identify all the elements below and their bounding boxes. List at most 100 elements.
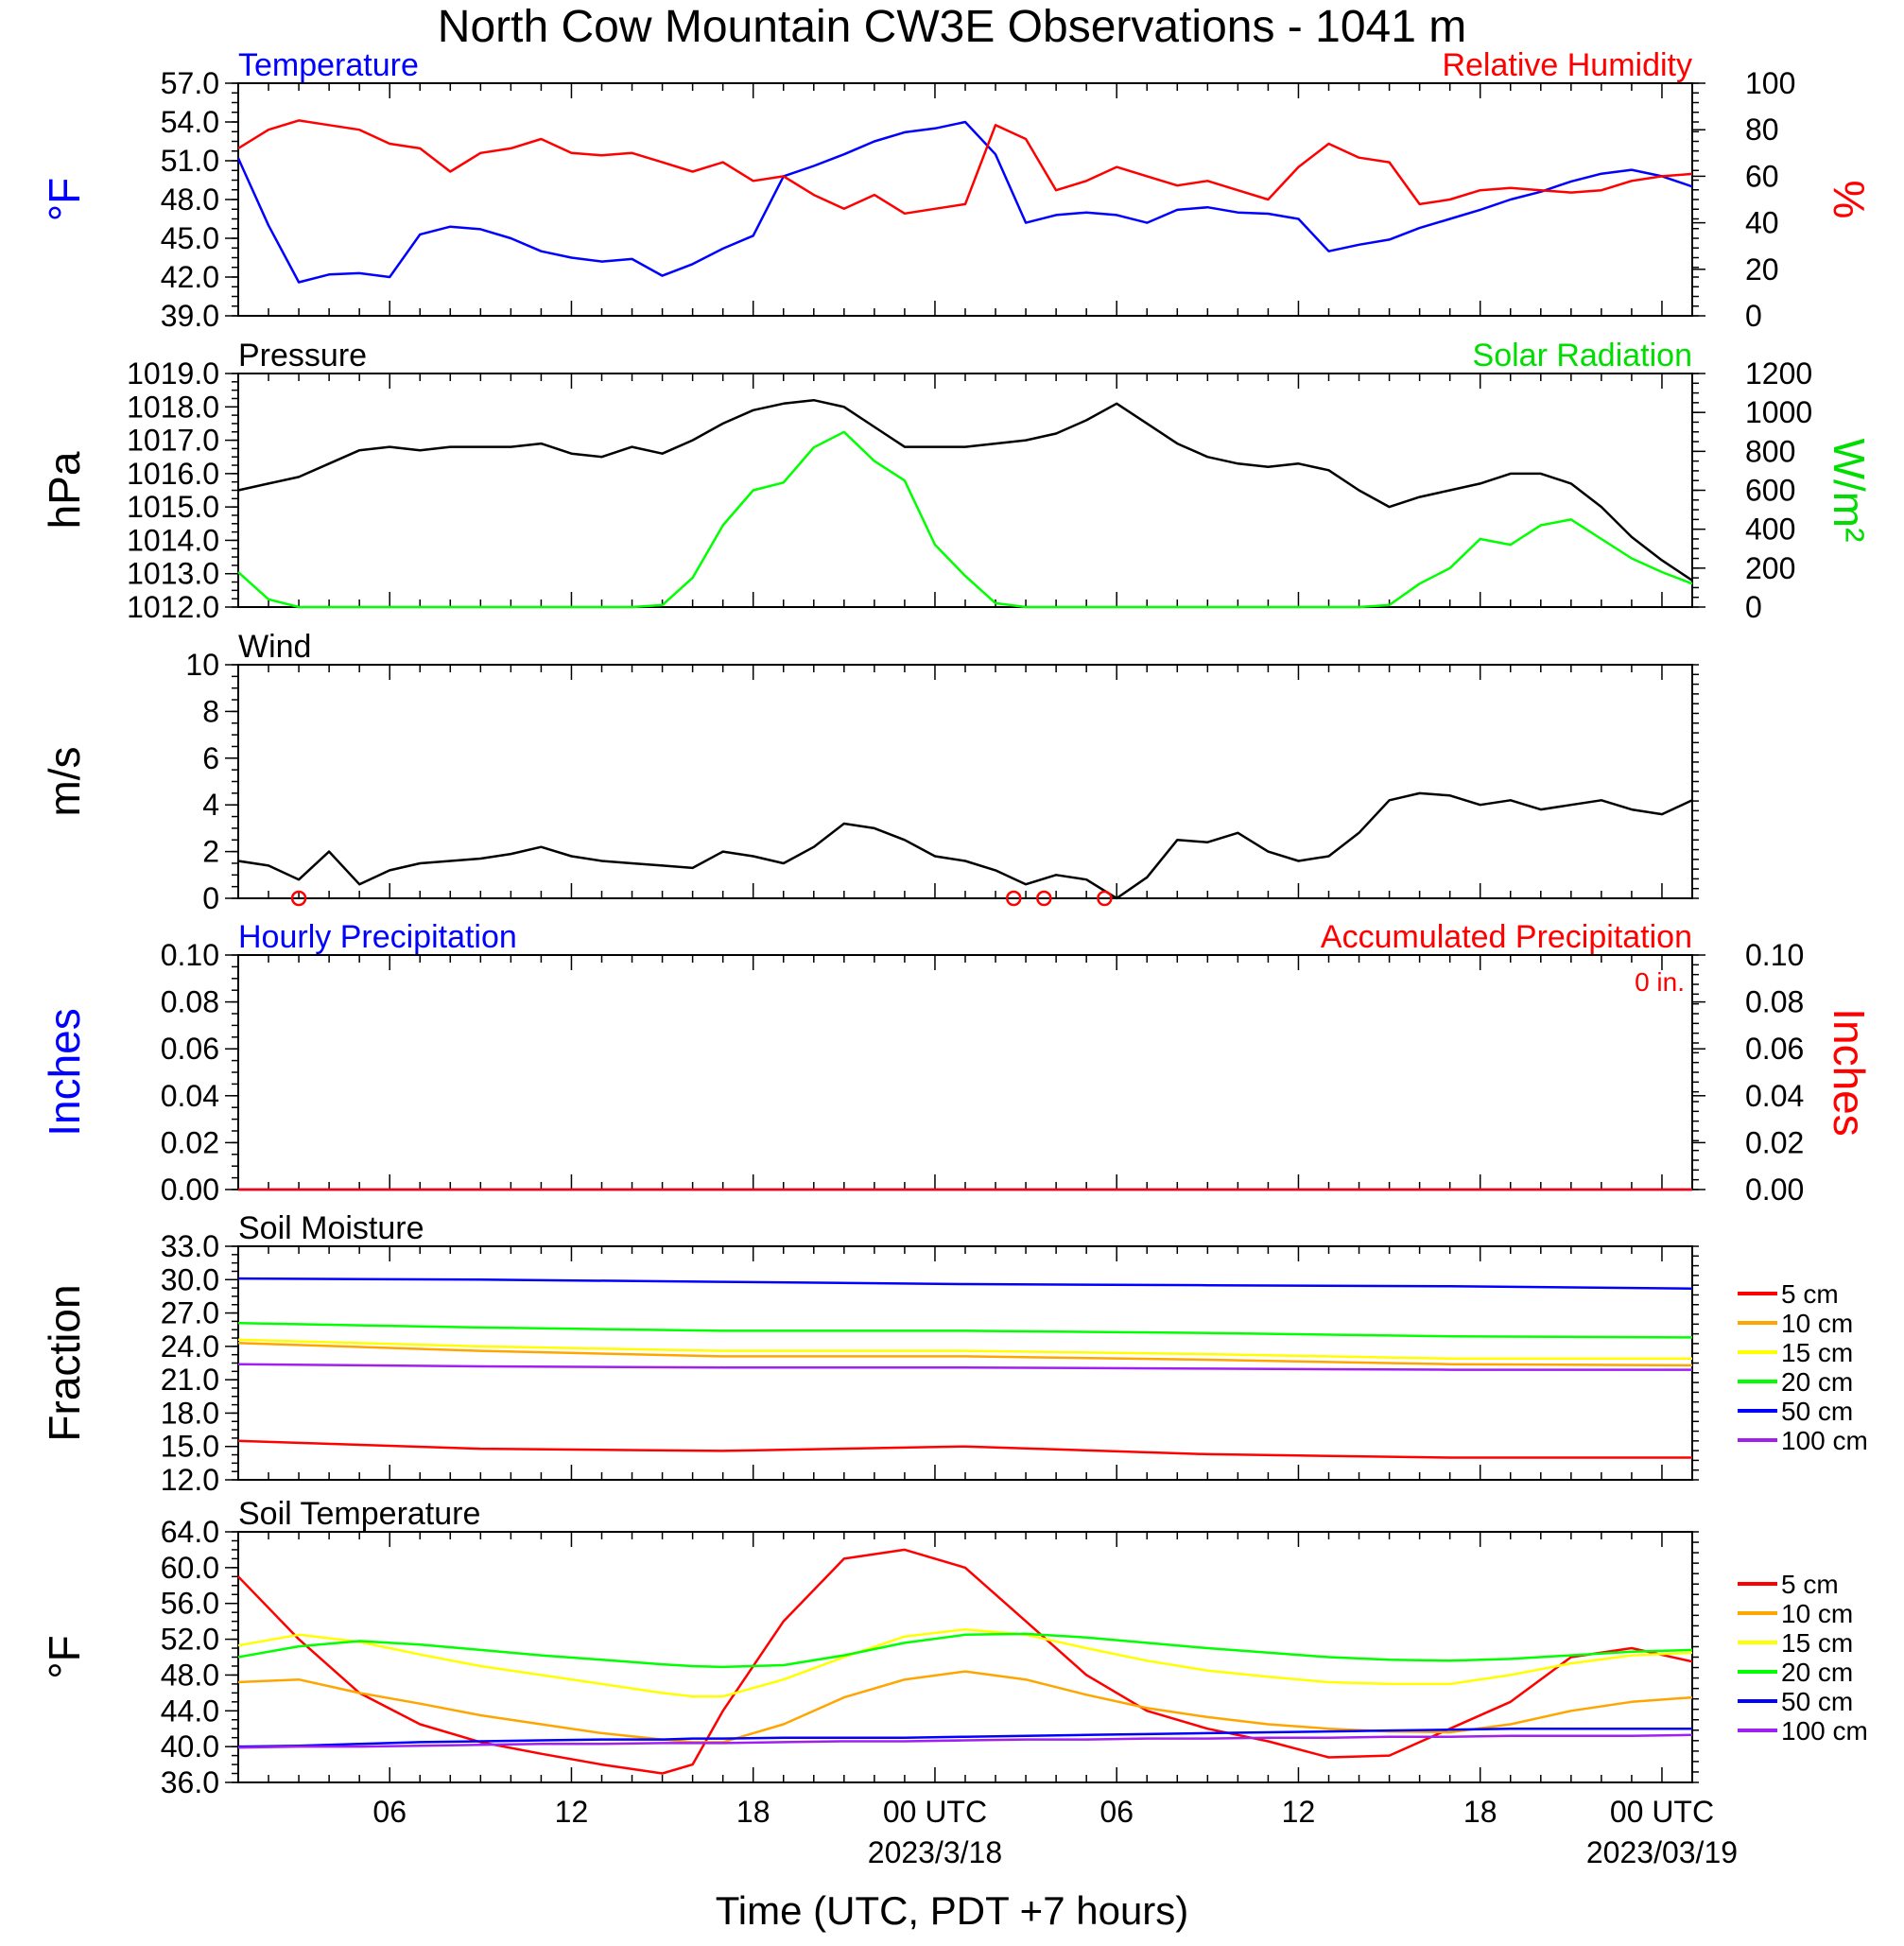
y-right-tick-label: 0 — [1745, 590, 1762, 624]
y-tick-label: 8 — [202, 694, 219, 728]
series-line-100-cm — [237, 1733, 1693, 1749]
y-right-tick-label: 0.02 — [1745, 1125, 1804, 1159]
x-date-label: 2023/03/19 — [1586, 1835, 1738, 1869]
y-tick-label: 12.0 — [161, 1463, 219, 1497]
y-right-tick-label: 100 — [1745, 66, 1795, 100]
y-tick-label: 1015.0 — [127, 490, 219, 524]
y-axis-title-left: °F — [40, 178, 89, 222]
x-tick-label: 00 UTC — [1610, 1795, 1714, 1829]
y-right-tick-label: 800 — [1745, 434, 1795, 468]
x-tick-label: 12 — [555, 1795, 589, 1829]
series-line-15-cm — [237, 1338, 1692, 1361]
panel-pressure-solar: 1012.01013.01014.01015.01016.01017.01018… — [40, 338, 1874, 624]
y-right-tick-label: 400 — [1745, 513, 1795, 547]
y-tick-label: 0.10 — [161, 938, 219, 972]
panel-precipitation: 0.00 0.02 0.04 0.06 0.08 0.10 0.00 0.02 0.04 0.06… — [40, 919, 1874, 1207]
y-tick-label: 1017.0 — [127, 424, 219, 458]
y-tick-label: 1013.0 — [127, 557, 219, 591]
panel-title-left: Hourly Precipitation — [238, 919, 517, 955]
panel-title-right: Accumulated Precipitation — [1321, 919, 1692, 955]
legend-label: 20 cm — [1781, 1658, 1853, 1687]
accumulated-total-label: 0 in. — [1635, 967, 1685, 997]
y-right-tick-label: 80 — [1745, 113, 1779, 147]
y-tick-label: 36.0 — [161, 1765, 219, 1799]
y-tick-label: 4 — [202, 788, 219, 822]
legend-label: 10 cm — [1781, 1599, 1853, 1628]
x-tick-label: 06 — [372, 1795, 407, 1829]
legend-label: 20 cm — [1781, 1367, 1853, 1397]
y-tick-label: 18.0 — [161, 1396, 219, 1430]
y-tick-label: 0.08 — [161, 985, 219, 1019]
series-line-100-cm — [237, 1363, 1692, 1371]
y-tick-label: 24.0 — [161, 1329, 219, 1364]
legend-label: 15 cm — [1781, 1338, 1853, 1367]
y-right-tick-label: 0.08 — [1745, 985, 1804, 1019]
y-right-tick-label: 0 — [1745, 299, 1762, 333]
y-axis-title-right: % — [1825, 181, 1874, 219]
y-tick-label: 0.00 — [161, 1173, 219, 1207]
y-axis-title-right: Inches — [1825, 1008, 1874, 1137]
panel-title-right: Relative Humidity — [1442, 47, 1692, 83]
x-date-label: 2023/3/18 — [868, 1835, 1002, 1869]
y-tick-label: 27.0 — [161, 1296, 219, 1330]
legend-label: 5 cm — [1781, 1279, 1839, 1309]
series-line-temperature — [236, 120, 1693, 284]
y-tick-label: 57.0 — [161, 66, 219, 100]
series-line-10-cm — [237, 1342, 1693, 1367]
y-tick-label: 48.0 — [161, 182, 219, 217]
series-line-10-cm — [237, 1670, 1693, 1744]
y-right-tick-label: 20 — [1745, 252, 1779, 287]
panel-title-left: Soil Moisture — [238, 1210, 424, 1246]
y-tick-label: 44.0 — [161, 1694, 219, 1728]
y-tick-label: 52.0 — [161, 1623, 219, 1657]
calm-wind-marker — [1097, 890, 1113, 907]
y-tick-label: 2 — [202, 835, 219, 869]
y-tick-label: 10 — [185, 648, 219, 682]
legend-label: 50 cm — [1781, 1397, 1853, 1426]
legend-label: 10 cm — [1781, 1309, 1853, 1338]
series-line-50-cm — [237, 1727, 1692, 1748]
y-tick-label: 64.0 — [161, 1515, 219, 1549]
y-tick-label: 0.06 — [161, 1032, 219, 1066]
series-line-15-cm — [237, 1627, 1693, 1698]
y-axis-title-left: hPa — [40, 451, 89, 529]
y-tick-label: 48.0 — [161, 1658, 219, 1692]
y-right-tick-label: 200 — [1745, 551, 1795, 585]
x-tick-label: 18 — [1463, 1795, 1497, 1829]
y-tick-label: 51.0 — [161, 144, 219, 178]
panel-soil-temperature: 36.040.044.048.052.056.060.064.0 Soil Tem… — [40, 1496, 1868, 1799]
x-tick-label: 06 — [1099, 1795, 1134, 1829]
y-axis-title-left: m/s — [40, 746, 89, 816]
y-tick-label: 56.0 — [161, 1587, 219, 1621]
y-axis-title-left: Inches — [40, 1008, 89, 1137]
legend-label: 5 cm — [1781, 1570, 1839, 1599]
x-axis: 06 12 18 00 UTC 06 12 18 00 UTC 2023/3/18 2023/03… — [372, 1795, 1738, 1869]
y-tick-label: 33.0 — [161, 1229, 219, 1263]
y-right-tick-label: 40 — [1745, 206, 1779, 240]
y-tick-label: 15.0 — [161, 1430, 219, 1464]
y-axis-title-left: °F — [40, 1635, 89, 1679]
x-axis-title: Time (UTC, PDT +7 hours) — [716, 1888, 1189, 1933]
series-line-5-cm — [237, 1439, 1692, 1459]
series-line-50-cm — [237, 1277, 1693, 1290]
series-line-20-cm — [237, 1632, 1693, 1669]
y-right-tick-label: 0.06 — [1745, 1032, 1804, 1066]
calm-wind-marker — [290, 890, 307, 907]
legend-label: 15 cm — [1781, 1628, 1853, 1658]
series-line-relative-humidity — [237, 119, 1693, 216]
y-tick-label: 39.0 — [161, 299, 219, 333]
y-tick-label: 0.04 — [161, 1079, 219, 1113]
legend-label: 100 cm — [1781, 1716, 1868, 1746]
y-right-tick-label: 0.00 — [1745, 1173, 1804, 1207]
y-tick-label: 6 — [202, 741, 219, 775]
y-tick-label: 1014.0 — [127, 523, 219, 557]
y-tick-label: 40.0 — [161, 1729, 219, 1764]
series-line-wind-speed — [237, 791, 1693, 900]
y-tick-label: 60.0 — [161, 1551, 219, 1585]
series-line-solar-radiation — [237, 430, 1693, 609]
y-right-tick-label: 1200 — [1745, 356, 1812, 391]
legend-label: 100 cm — [1781, 1426, 1868, 1455]
y-right-tick-label: 0.04 — [1745, 1079, 1804, 1113]
y-tick-label: 45.0 — [161, 221, 219, 255]
